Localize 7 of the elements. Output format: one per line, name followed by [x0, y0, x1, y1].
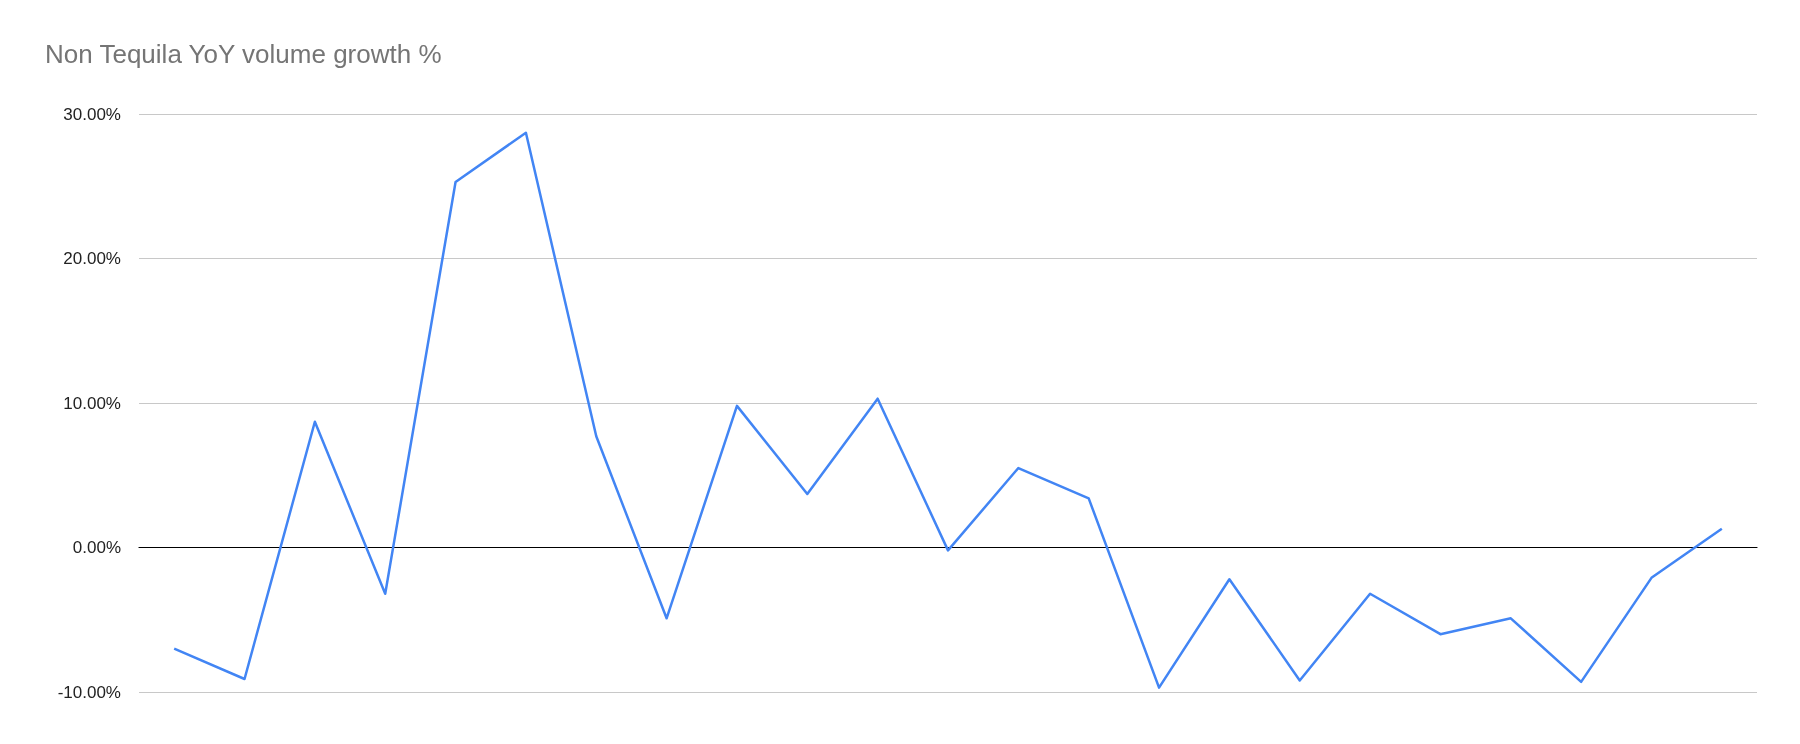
- y-tick-label: 30.00%: [63, 104, 121, 124]
- y-tick-label: 10.00%: [63, 393, 121, 413]
- y-tick-label: 0.00%: [72, 538, 121, 557]
- chart-title: Non Tequila YoY volume growth %: [45, 39, 442, 69]
- line-series: [172, 131, 1724, 689]
- y-tick-label: 20.00%: [63, 249, 121, 268]
- y-tick-label: -10.00%: [57, 682, 121, 702]
